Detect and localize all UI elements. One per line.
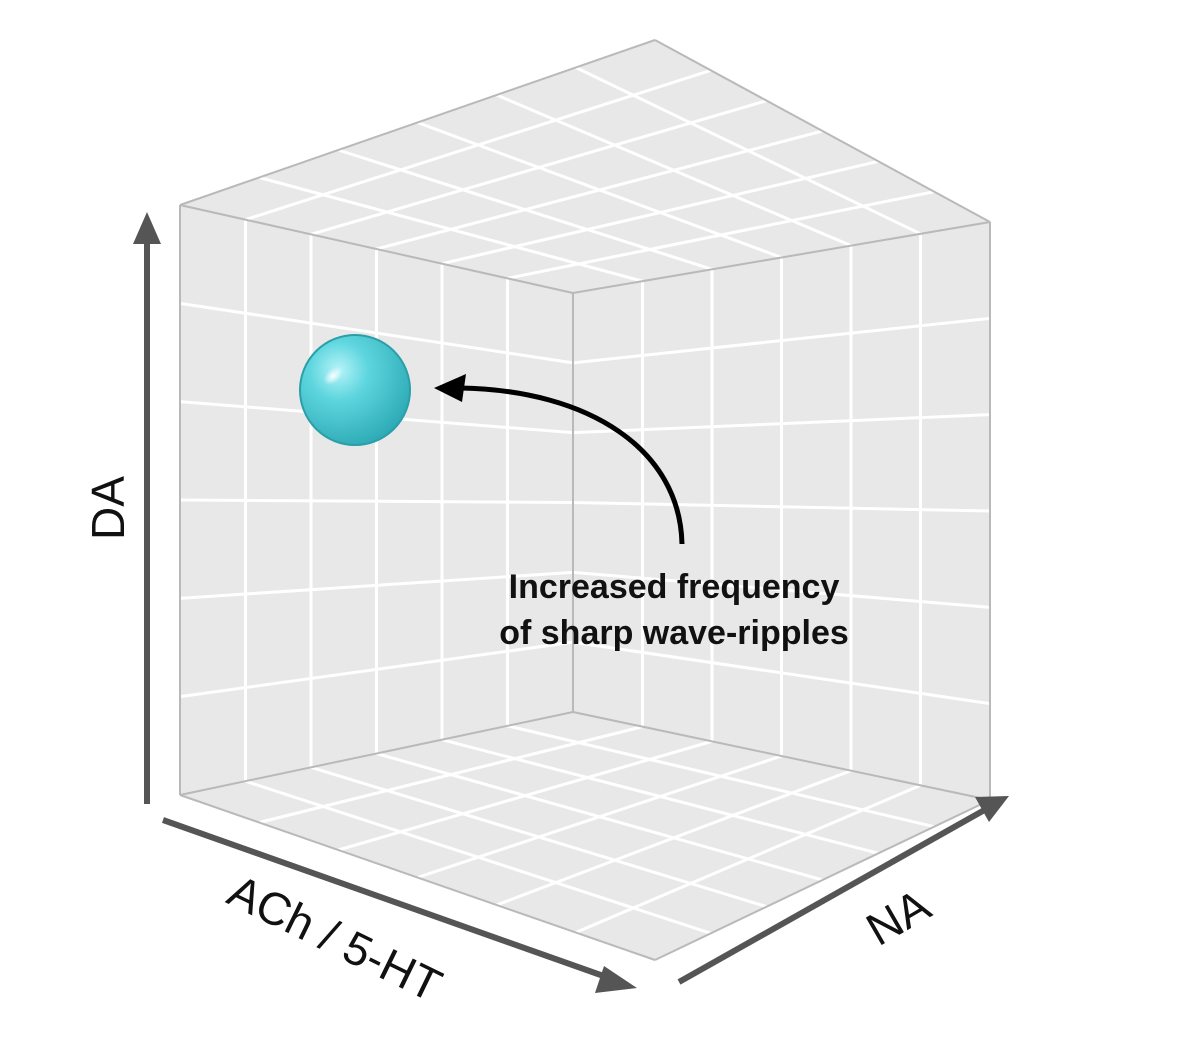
- na-axis-arrow: [677, 805, 990, 985]
- ceiling-panel: [180, 40, 990, 293]
- cube-edges: [179, 39, 991, 961]
- curved-arrow-icon: [434, 374, 685, 545]
- annotation-text: Increased frequency of sharp wave-ripple…: [499, 564, 849, 656]
- right-wall-panel: [572, 222, 991, 800]
- floor-panel: [180, 712, 990, 960]
- annotation-line-1: Increased frequency: [508, 568, 840, 606]
- da-axis-arrowhead: [133, 212, 161, 244]
- ach-axis-arrow: [161, 817, 614, 982]
- axis-arrows: [133, 212, 1009, 993]
- na-axis-arrowhead: [975, 796, 1009, 822]
- sphere-marker-icon: [299, 334, 411, 446]
- da-axis-label: DA: [82, 476, 134, 540]
- ach-axis-arrowhead: [595, 966, 637, 993]
- cube-panels: [179, 39, 991, 961]
- left-wall-panel: [179, 205, 574, 795]
- annotation-line-2: of sharp wave-ripples: [499, 614, 849, 652]
